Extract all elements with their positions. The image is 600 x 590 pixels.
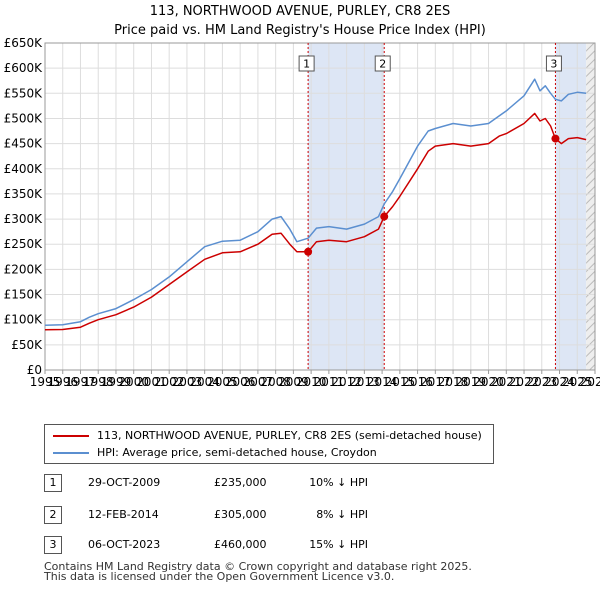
hatched-region <box>586 43 595 370</box>
sale-label-3: 3 <box>550 58 557 71</box>
x-tick-label: 2011 <box>314 375 345 389</box>
footer-copyright: Contains HM Land Registry data © Crown c… <box>44 560 472 573</box>
sale-label-2: 2 <box>379 58 386 71</box>
x-tick-label: 2012 <box>331 375 362 389</box>
legend-swatch-hpi <box>53 452 89 454</box>
sale-label-box-3 <box>545 55 562 72</box>
sale-label-box-2 <box>374 55 391 72</box>
x-tick-label: 2018 <box>438 375 469 389</box>
sale-number-badge: 1 <box>44 474 62 492</box>
sale-marker-2 <box>380 212 389 221</box>
x-tick-label: 2004 <box>189 375 220 389</box>
sale-number-badge: 3 <box>44 536 62 554</box>
shaded-range-2 <box>555 43 587 370</box>
y-tick-label: £50K <box>11 338 43 352</box>
x-tick-label: 2009 <box>278 375 309 389</box>
x-tick-label: 2006 <box>225 375 256 389</box>
x-tick-label: 1999 <box>101 375 132 389</box>
x-tick-label: 2003 <box>172 375 203 389</box>
y-tick-label: £500K <box>4 111 44 125</box>
y-tick-label: £600K <box>4 61 44 75</box>
x-tick-label: 2024 <box>544 375 575 389</box>
x-tick-label: 2021 <box>491 375 522 389</box>
sale-date: 12-FEB-2014 <box>88 508 159 521</box>
y-tick-label: £450K <box>4 137 44 151</box>
sale-hpi-diff: 10% ↓ HPI <box>309 476 368 489</box>
y-tick-label: £250K <box>4 237 44 251</box>
x-tick-label: 2000 <box>118 375 149 389</box>
x-tick-label: 2022 <box>509 375 540 389</box>
sale-price: £305,000 <box>214 508 267 521</box>
sale-label-1: 1 <box>303 58 310 71</box>
sale-number-badge: 2 <box>44 506 62 524</box>
price-chart: 1 2 3 £0 £50K £100K £150K £200K £250K £300K £350K… <box>4 36 600 389</box>
legend-label-hpi: HPI: Average price, semi-detached house,… <box>97 446 377 459</box>
sale-marker-3 <box>551 134 560 143</box>
y-tick-label: £150K <box>4 288 44 302</box>
y-tick-label: £300K <box>4 212 44 226</box>
legend-swatch-property <box>53 435 89 437</box>
sale-price: £460,000 <box>214 538 267 551</box>
x-tick-label: 1998 <box>83 375 114 389</box>
x-tick-label: 2007 <box>243 375 274 389</box>
x-tick-label: 1995 <box>30 375 61 389</box>
x-tick-label: 2008 <box>260 375 291 389</box>
y-tick-label: £0 <box>27 363 42 377</box>
x-tick-label: 2014 <box>367 375 398 389</box>
sale-date: 06-OCT-2023 <box>88 538 161 551</box>
sale-date: 29-OCT-2009 <box>88 476 161 489</box>
footer-licence: This data is licensed under the Open Gov… <box>44 570 395 583</box>
sale-hpi-diff: 8% ↓ HPI <box>316 508 368 521</box>
x-tick-label: 1996 <box>47 375 78 389</box>
x-tick-label: 2019 <box>456 375 487 389</box>
x-tick-label: 2002 <box>154 375 185 389</box>
sale-marker-1 <box>304 247 313 256</box>
x-tick-label: 2023 <box>527 375 558 389</box>
y-tick-label: £400K <box>4 162 44 176</box>
x-tick-label: 2015 <box>385 375 416 389</box>
x-tick-label: 2001 <box>136 375 167 389</box>
x-tick-label: 1997 <box>65 375 96 389</box>
y-tick-label: £550K <box>4 86 44 100</box>
y-tick-label: £100K <box>4 313 44 327</box>
sale-label-box-1 <box>298 55 315 72</box>
sale-price: £235,000 <box>214 476 267 489</box>
x-tick-label: 2016 <box>402 375 433 389</box>
x-tick-label: 2026 <box>580 375 600 389</box>
y-tick-label: £350K <box>4 187 44 201</box>
series-line-property <box>44 112 587 331</box>
legend: 113, NORTHWOOD AVENUE, PURLEY, CR8 2ES (… <box>44 424 494 464</box>
x-tick-label: 2005 <box>207 375 238 389</box>
footer: Contains HM Land Registry data © Crown c… <box>44 560 472 583</box>
series-line-hpi <box>44 78 587 326</box>
legend-label-property: 113, NORTHWOOD AVENUE, PURLEY, CR8 2ES (… <box>97 429 482 442</box>
chart-title-block: 113, NORTHWOOD AVENUE, PURLEY, CR8 2ES P… <box>0 2 600 40</box>
x-tick-label: 2025 <box>562 375 593 389</box>
x-tick-label: 2010 <box>296 375 327 389</box>
x-tick-label: 2017 <box>420 375 451 389</box>
x-tick-label: 2020 <box>473 375 504 389</box>
y-tick-label: £650K <box>4 36 44 50</box>
plot-frame <box>44 42 596 371</box>
sale-hpi-diff: 15% ↓ HPI <box>309 538 368 551</box>
chart-subtitle: Price paid vs. HM Land Registry's House … <box>114 23 486 38</box>
y-tick-label: £200K <box>4 262 44 276</box>
x-tick-label: 2013 <box>349 375 380 389</box>
chart-title: 113, NORTHWOOD AVENUE, PURLEY, CR8 2ES <box>149 4 451 19</box>
